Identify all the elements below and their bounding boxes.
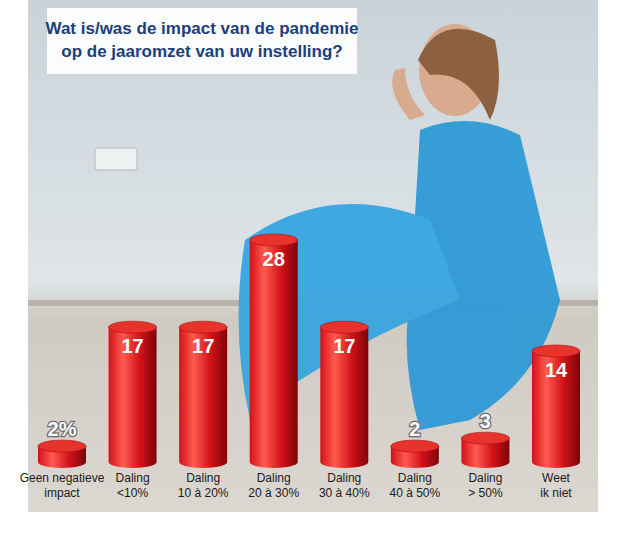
title-box [47,8,357,74]
bar [179,327,227,468]
data-label: 28 [263,248,285,270]
x-tick-label: Daling<10% [116,471,150,500]
x-tick-label-line: Geen negatieve [20,471,105,485]
title-line: op de jaaromzet van uw instelling? [61,42,343,61]
x-tick-label-line: Weet [542,471,570,485]
bar-cap [461,432,509,444]
x-tick-labels: Geen negatieveimpactDaling<10%Daling10 à… [20,471,573,500]
bar-cap [391,440,439,452]
title: Wat is/was de impact van de pandemie op d… [45,19,358,61]
wall-socket [95,148,137,170]
x-tick-label: Daling30 à 40% [319,471,370,500]
bar-cap [179,321,227,333]
bar [320,327,368,468]
x-tick-label-line: > 50% [468,486,503,500]
data-label: 3 [480,410,491,432]
data-label: 14 [545,359,568,381]
data-label: 17 [333,335,355,357]
x-tick-label: Daling10 à 20% [178,471,229,500]
title-line: Wat is/was de impact van de pandemie [45,19,358,38]
x-tick-label-line: 30 à 40% [319,486,370,500]
x-tick-label-line: impact [44,486,80,500]
bar-cap [532,345,580,357]
x-tick-label-line: 10 à 20% [178,486,229,500]
chart-root: Wat is/was de impact van de pandemie op d… [0,0,618,539]
data-labels: 2% 17 17 28 17 2 3 14 [48,248,568,440]
data-label: 17 [121,335,143,357]
x-tick-label-line: Daling [327,471,361,485]
background-photo [28,0,598,512]
bar [109,327,157,468]
x-tick-label: Daling20 à 30% [248,471,299,500]
bars [38,234,580,468]
figure-hair [418,29,499,120]
data-label: 2% [48,418,77,440]
x-tick-label-line: 20 à 30% [248,486,299,500]
bar [532,351,580,468]
chart-svg: Wat is/was de impact van de pandemie op d… [0,0,618,539]
bar-cap [250,234,298,246]
title-group: Wat is/was de impact van de pandemie op d… [45,8,358,74]
bar [250,240,298,468]
figure-arm [392,68,425,120]
x-tick-label-line: Daling [468,471,502,485]
bar-cap [38,440,86,452]
x-tick-label: Daling> 50% [468,471,503,500]
x-tick-label-line: Daling [186,471,220,485]
x-tick-label: Geen negatieveimpact [20,471,105,500]
x-tick-label: Daling40 à 50% [389,471,440,500]
x-tick-label-line: 40 à 50% [389,486,440,500]
x-tick-label-line: Daling [116,471,150,485]
x-tick-label: Weetik niet [540,471,572,500]
bar-cap [320,321,368,333]
x-tick-label-line: <10% [117,486,148,500]
x-tick-label-line: Daling [398,471,432,485]
data-label: 2 [409,418,420,440]
x-tick-label-line: Daling [257,471,291,485]
x-tick-label-line: ik niet [540,486,572,500]
bar-cap [109,321,157,333]
data-label: 17 [192,335,214,357]
